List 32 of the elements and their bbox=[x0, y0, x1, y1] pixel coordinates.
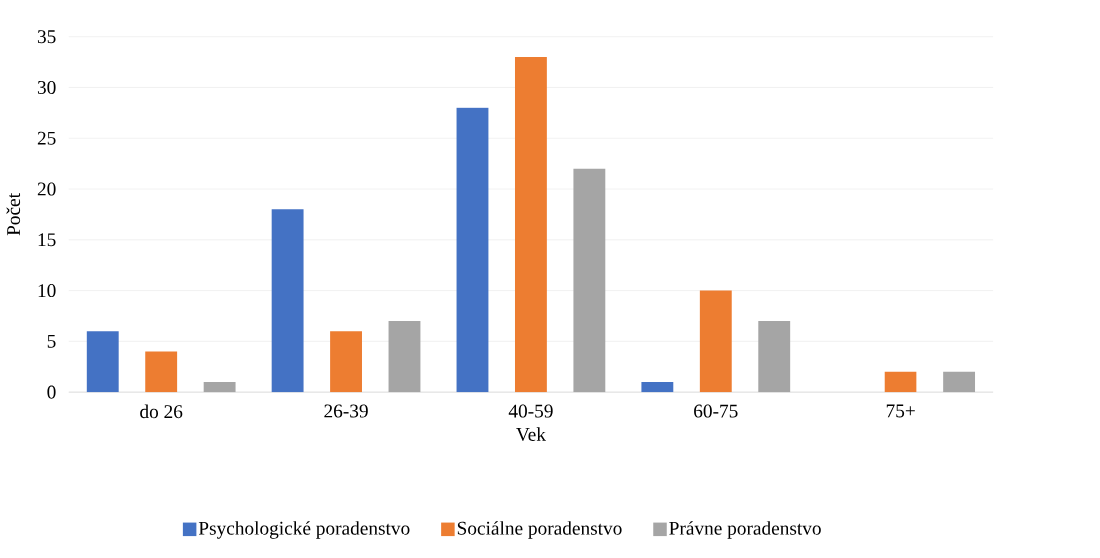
bar bbox=[514, 56, 547, 393]
y-tick-label: 10 bbox=[38, 283, 56, 297]
bar bbox=[943, 371, 976, 393]
bar bbox=[145, 351, 178, 393]
x-tick-label: 75+ bbox=[886, 404, 915, 418]
legend-label: Psychologické poradenstvo bbox=[198, 521, 410, 539]
bar bbox=[203, 381, 236, 393]
bar bbox=[86, 331, 119, 393]
bar bbox=[573, 168, 606, 393]
y-tick-label: 35 bbox=[37, 30, 56, 44]
y-tick-label: 25 bbox=[37, 131, 56, 145]
x-axis-title: Vek bbox=[516, 427, 546, 441]
x-tick-label: 60-75 bbox=[694, 404, 738, 418]
y-tick-label: 0 bbox=[47, 385, 56, 399]
x-tick-label: do 26 bbox=[140, 404, 183, 419]
y-tick-label: 15 bbox=[38, 233, 56, 247]
bar bbox=[758, 320, 791, 393]
y-tick-label: 5 bbox=[47, 334, 56, 348]
x-tick-label: 26-39 bbox=[324, 404, 368, 418]
bar bbox=[699, 290, 732, 393]
y-tick-label: 20 bbox=[37, 182, 56, 196]
legend-label: Právne poradenstvo bbox=[669, 521, 821, 539]
x-tick-label: 40-59 bbox=[508, 404, 553, 418]
y-tick-label: 30 bbox=[37, 80, 56, 94]
bar bbox=[330, 331, 362, 393]
bar bbox=[641, 381, 674, 393]
bar bbox=[271, 209, 304, 393]
bar bbox=[884, 371, 917, 393]
legend-label: Sociálne poradenstvo bbox=[457, 521, 622, 539]
bar bbox=[388, 320, 421, 393]
y-axis-title: Počet bbox=[6, 192, 21, 236]
bar bbox=[456, 107, 489, 393]
